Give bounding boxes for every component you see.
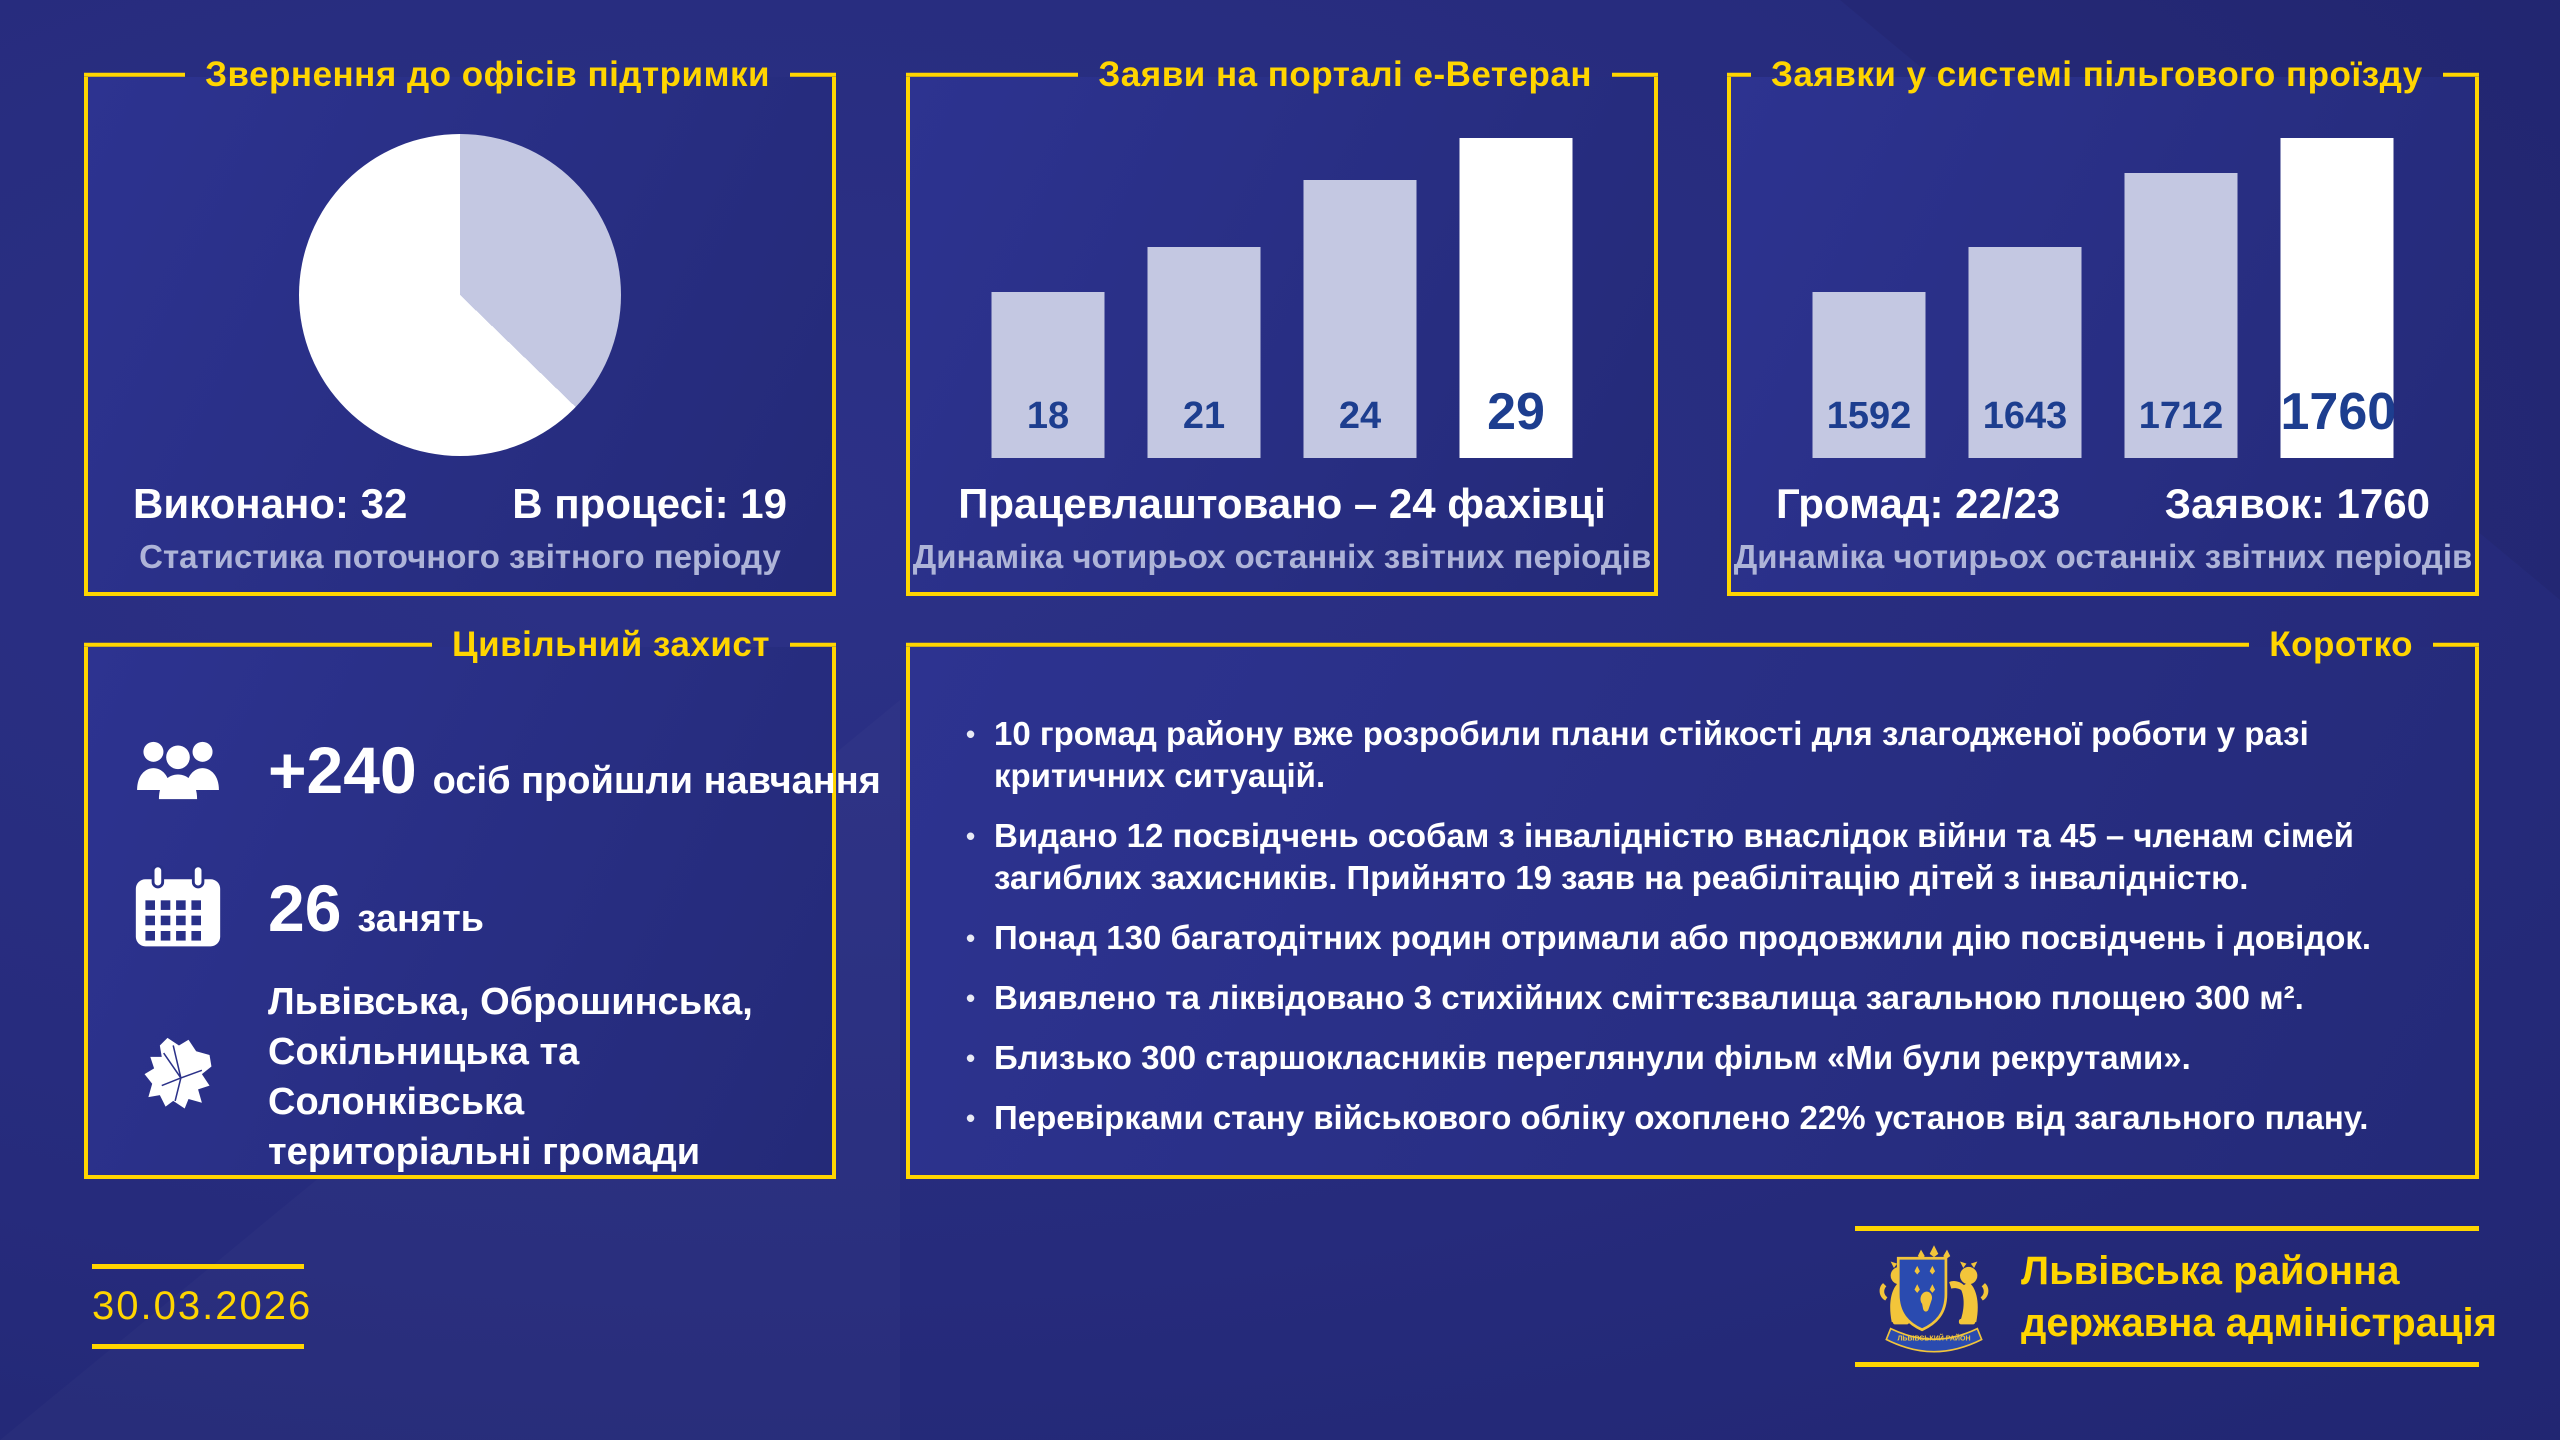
stat-applications: Заявок: 1760: [2164, 480, 2430, 527]
panel-subtitle: Динаміка чотирьох останніх звітних періо…: [1733, 538, 2473, 575]
briefly-bullet: Видано 12 посвідчень особам з інвалідніс…: [964, 815, 2451, 899]
bar-value-label: 18: [1026, 395, 1070, 437]
divider-line: [1855, 1226, 2479, 1231]
briefly-bullet-list: 10 громад району вже розробили плани сті…: [964, 713, 2451, 1157]
briefly-bullet: Близько 300 старшокласників переглянули …: [964, 1037, 2451, 1079]
bar-2: 1643: [1968, 247, 2082, 458]
calendar-icon: [128, 865, 228, 951]
briefly-bullet: Перевірками стану військового обліку охо…: [964, 1097, 2451, 1139]
panel-title-eveteran: Заяви на порталі е-Ветеран: [1098, 54, 1592, 94]
training-stat: +240 осіб пройшли навчання: [268, 737, 881, 803]
report-date: 30.03.2026: [92, 1284, 313, 1328]
panel-top-border: Заявки у системі пільгового проїзду: [1727, 54, 2479, 95]
bar-1: 1592: [1812, 292, 1926, 458]
border-line: [2442, 73, 2479, 77]
training-number: +240: [268, 733, 417, 807]
border-line: [906, 73, 1079, 77]
border-line: [1727, 73, 1751, 77]
panel-subtitle: Динаміка чотирьох останніх звітних періо…: [912, 538, 1652, 575]
crest-ribbon-text: ЛЬВІВСЬКИЙ РАЙОН: [1897, 1334, 1970, 1343]
panel-top-border: Звернення до офісів підтримки: [84, 54, 836, 95]
divider-line: [92, 1264, 304, 1269]
border-line: [84, 643, 433, 647]
chart-caption: Працевлаштовано – 24 фахівці: [958, 480, 1606, 527]
border-line: [790, 643, 836, 647]
pie-legend: Виконано: 32 В процесі: 19: [133, 480, 787, 528]
stat-done: Виконано: 32: [133, 480, 408, 527]
civil-protection-row-sessions: 26 занять: [128, 865, 484, 951]
sessions-number: 26: [268, 871, 342, 945]
briefly-bullet: Виявлено та ліквідовано 3 стихійних сміт…: [964, 977, 2451, 1019]
border-line: [84, 73, 186, 77]
stat-hromadas: Громад: 22/23: [1776, 480, 2061, 527]
civil-protection-row-hromadas: Львівська, Оброшинська, Сокільницька та …: [128, 977, 832, 1177]
hromadas-line: Сокільницька та Солонківська: [268, 1031, 580, 1123]
bar-2: 21: [1147, 247, 1261, 458]
people-icon: [128, 731, 228, 809]
pie-chart-support-requests: [299, 134, 621, 456]
organization-name-line1: Львівська районна: [2021, 1248, 2400, 1293]
bar-value-label: 29: [1487, 383, 1545, 441]
border-line: [2433, 643, 2479, 647]
bar-value-label: 1760: [2280, 383, 2397, 441]
sessions-label: занять: [357, 898, 485, 940]
bar-4: 1760: [2280, 138, 2397, 458]
panel-top-border: Заяви на порталі е-Ветеран: [906, 54, 1658, 95]
border-line: [906, 643, 2250, 647]
stat-in-progress: В процесі: 19: [512, 480, 787, 527]
briefly-bullet: Понад 130 багатодітних родин отримали аб…: [964, 917, 2451, 959]
border-line: [790, 73, 836, 77]
bar-3: 1712: [2124, 173, 2238, 458]
organization-name: Львівська районна державна адміністрація: [2021, 1245, 2497, 1349]
chart-captions: Громад: 22/23 Заявок: 1760: [1776, 480, 2430, 528]
panel-transit: Заявки у системі пільгового проїзду 1592…: [1727, 55, 2479, 596]
bar-4: 29: [1459, 138, 1573, 458]
bar-value-label: 21: [1182, 395, 1226, 437]
bar-value-label: 24: [1338, 395, 1382, 437]
panel-title-transit: Заявки у системі пільгового проїзду: [1771, 54, 2423, 94]
panel-briefly: Коротко 10 громад району вже розробили п…: [906, 625, 2479, 1179]
sessions-stat: 26 занять: [268, 875, 484, 941]
bar-3: 24: [1303, 180, 1417, 458]
organization-name-line2: державна адміністрація: [2021, 1300, 2497, 1345]
panel-title-support-offices: Звернення до офісів підтримки: [205, 54, 770, 94]
bar-1: 18: [991, 292, 1105, 458]
panel-civil-protection: Цивільний захист +240 осіб пройшли навча…: [84, 625, 881, 1179]
district-map-icon: [128, 1034, 228, 1120]
bar-value-label: 1643: [1982, 395, 2068, 437]
border-line: [1612, 73, 1658, 77]
panel-title-briefly: Коротко: [2269, 624, 2413, 664]
divider-line: [92, 1344, 304, 1349]
briefly-bullet: 10 громад району вже розробили плани сті…: [964, 713, 2451, 797]
organization-block: ЛЬВІВСЬКИЙ РАЙОН Львівська районна держа…: [1855, 1226, 2497, 1367]
panel-top-border: Коротко: [906, 624, 2479, 665]
organization-row: ЛЬВІВСЬКИЙ РАЙОН Львівська районна держа…: [1855, 1231, 2497, 1362]
report-date-block: 30.03.2026: [92, 1264, 313, 1349]
panel-support-offices: Звернення до офісів підтримки Виконано: …: [84, 55, 836, 596]
coat-of-arms: ЛЬВІВСЬКИЙ РАЙОН: [1869, 1235, 1999, 1358]
bar-chart-transit: 1592 1643 1712 1760: [1812, 138, 2397, 458]
hromadas-line: територіальні громади: [268, 1131, 701, 1173]
panel-eveteran: Заяви на порталі е-Ветеран 18 21 24 29 Прац…: [906, 55, 1658, 596]
divider-line: [1855, 1362, 2479, 1367]
training-label: осіб пройшли навчання: [432, 760, 881, 802]
bar-value-label: 1712: [2138, 395, 2224, 437]
hromadas-list: Львівська, Оброшинська, Сокільницька та …: [268, 977, 832, 1177]
panel-top-border: Цивільний захист: [84, 624, 836, 665]
bar-value-label: 1592: [1826, 395, 1912, 437]
panel-subtitle: Статистика поточного звітного періоду: [139, 538, 781, 575]
bar-chart-eveteran: 18 21 24 29: [991, 138, 1573, 458]
civil-protection-row-training: +240 осіб пройшли навчання: [128, 731, 881, 809]
hromadas-line: Львівська, Оброшинська,: [268, 981, 753, 1023]
panel-title-civil-protection: Цивільний захист: [452, 624, 770, 664]
